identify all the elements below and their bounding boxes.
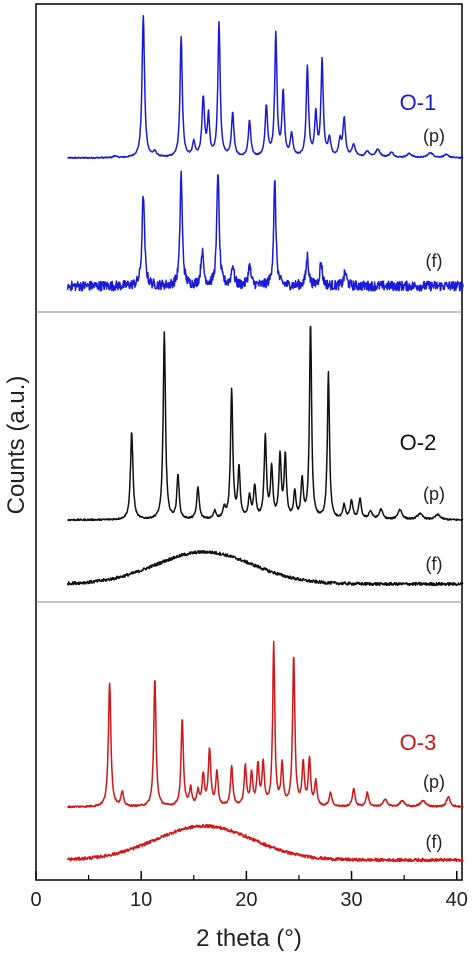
sample-label-o-2: O-2 (400, 430, 437, 455)
series-labels: (p) (f) O-1 (p) (f) O-2 (p) (f) O-3 (400, 90, 445, 852)
trace-o-2-p (67, 325, 464, 522)
trace-o-1-p (67, 15, 464, 160)
trace-o-1-f (66, 170, 464, 292)
trace-label: (p) (423, 484, 445, 504)
sample-label-o-1: O-1 (400, 90, 437, 115)
trace-o-3-p (67, 640, 464, 809)
x-tick-label: 30 (340, 889, 362, 911)
x-axis-title: 2 theta (°) (196, 925, 302, 952)
x-tick-label: 20 (235, 889, 257, 911)
trace-label: (p) (423, 772, 445, 792)
x-axis-tick-labels: 0 10 20 30 40 (30, 889, 467, 911)
x-tick-label: 10 (130, 889, 152, 911)
trace-label: (f) (426, 251, 443, 271)
trace-o-2-f (66, 549, 464, 587)
trace-label: (p) (423, 126, 445, 146)
trace-label: (f) (426, 554, 443, 574)
y-axis-title: Counts (a.u.) (3, 376, 30, 515)
trace-label: (f) (426, 832, 443, 852)
x-axis-ticks (35, 871, 458, 880)
plot-frame (35, 3, 463, 881)
trace-o-3-f (66, 823, 464, 863)
diffraction-traces (66, 15, 464, 863)
x-tick-label: 40 (446, 889, 468, 911)
sample-label-o-3: O-3 (400, 730, 437, 755)
x-tick-label: 0 (30, 889, 41, 911)
